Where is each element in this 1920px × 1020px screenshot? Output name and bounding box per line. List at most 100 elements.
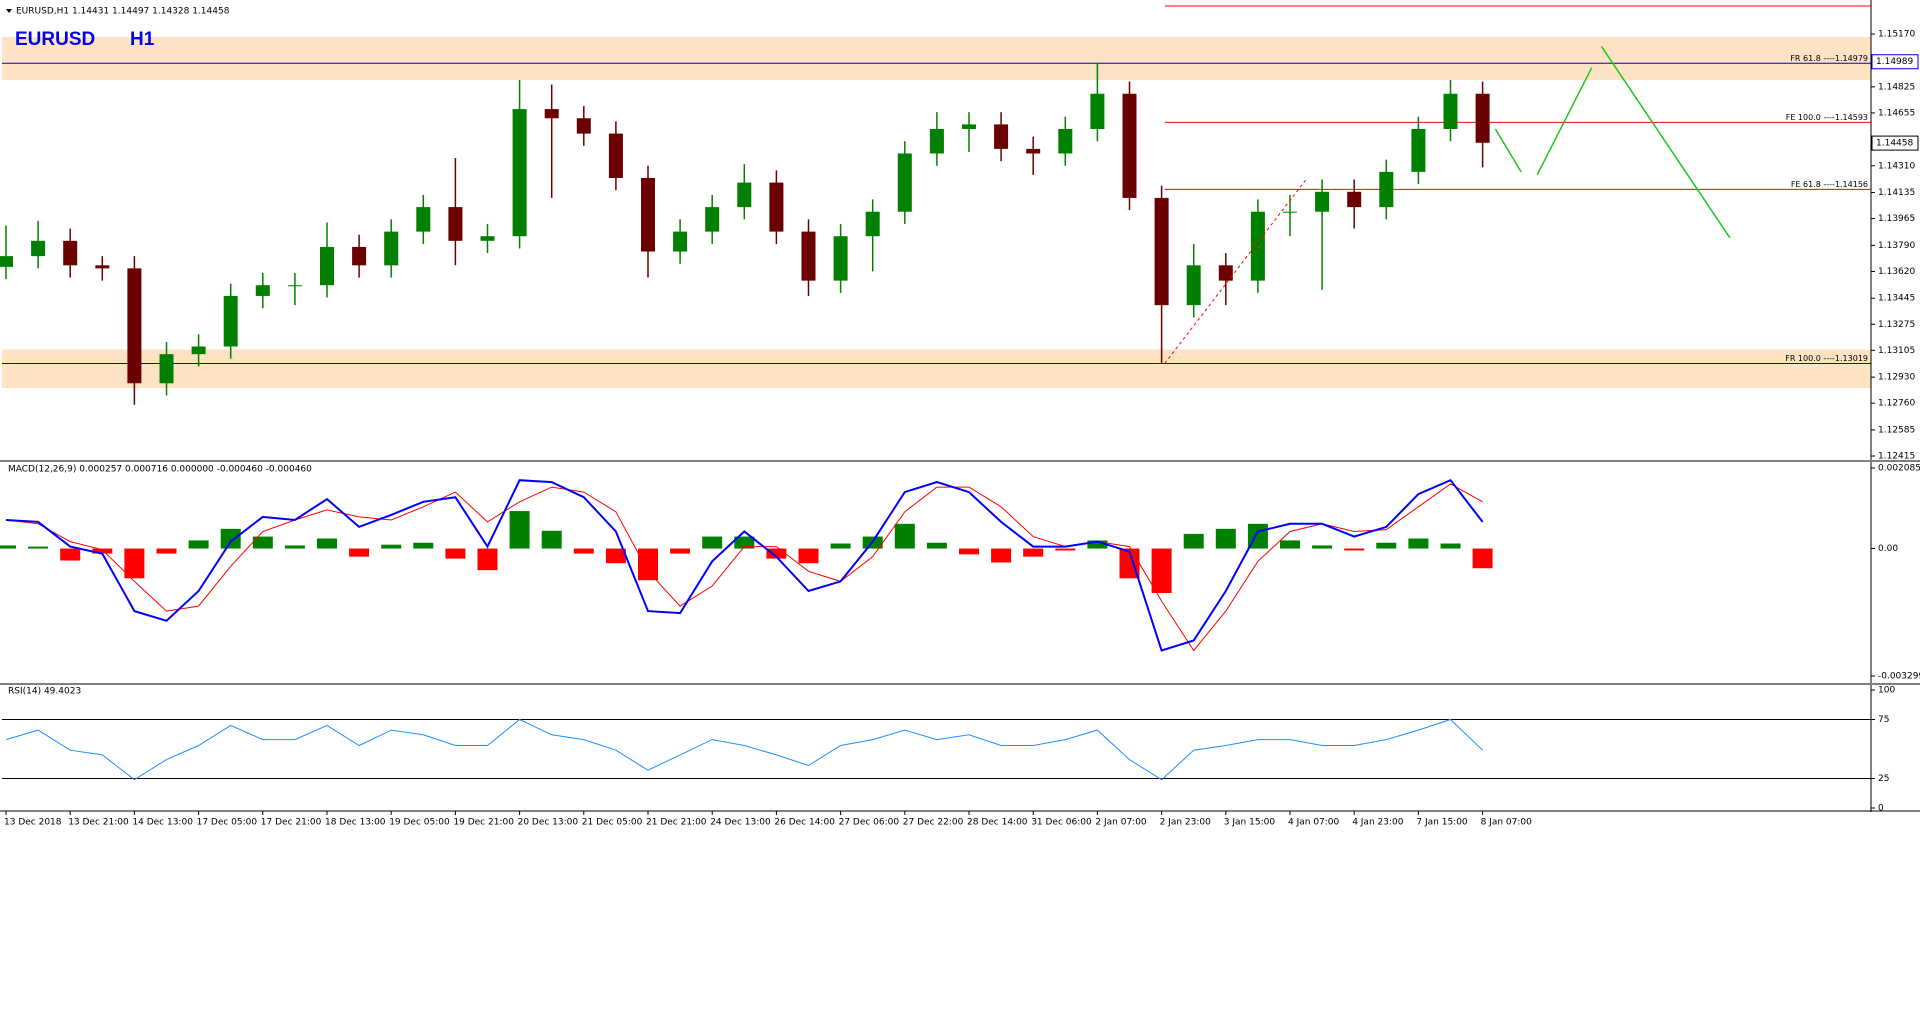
zone: [2, 349, 1871, 388]
macd-histogram-bar: [445, 548, 466, 559]
macd-histogram-bar: [1055, 548, 1076, 551]
x-tick-label: 2 Jan 23:00: [1160, 818, 1212, 828]
y-tick-label: 100: [1878, 686, 1895, 696]
x-tick-label: 7 Jan 15:00: [1416, 818, 1468, 828]
price-box-label: 1.14989: [1876, 57, 1913, 67]
candle-body: [1090, 93, 1105, 129]
x-tick-label: 21 Dec 21:00: [646, 818, 707, 828]
y-tick-label: 1.12415: [1878, 452, 1915, 462]
y-tick-label: 1.14825: [1878, 82, 1915, 92]
candle-body: [1122, 93, 1137, 198]
y-tick-label: 75: [1878, 715, 1889, 725]
macd-histogram-bar: [349, 548, 370, 557]
x-tick-label: 18 Dec 13:00: [325, 818, 386, 828]
macd-histogram-bar: [1023, 548, 1044, 557]
macd-histogram-bar: [0, 545, 16, 549]
rsi-line: [5, 718, 1483, 781]
zone: [2, 37, 1871, 80]
timeframe: H1: [130, 29, 155, 50]
macd-histogram-bar: [1215, 528, 1236, 549]
x-tick-label: 2 Jan 07:00: [1095, 818, 1147, 828]
y-tick-label: 1.13965: [1878, 214, 1915, 224]
y-tick-label: 1.13620: [1878, 267, 1915, 277]
candle-body: [608, 133, 623, 179]
macd-histogram-bar: [830, 543, 851, 549]
macd-histogram-bar: [798, 548, 819, 564]
x-tick-label: 20 Dec 13:00: [518, 818, 579, 828]
candle-body: [63, 240, 78, 266]
candle-body: [769, 182, 784, 232]
candle-body: [352, 246, 367, 266]
macd-histogram-bar: [1440, 543, 1461, 549]
projection-line: [1600, 45, 1731, 239]
menu-triangle: [6, 9, 12, 13]
macd-histogram-bar: [541, 530, 562, 549]
macd-title: MACD(12,26,9) 0.000257 0.000716 0.000000…: [8, 465, 312, 475]
macd-histogram-bar: [1344, 548, 1365, 551]
candle-body: [1411, 128, 1426, 172]
candle-body: [159, 354, 174, 384]
x-tick-label: 4 Jan 23:00: [1352, 818, 1404, 828]
candle-body: [416, 207, 431, 232]
x-tick-label: 27 Dec 06:00: [839, 818, 900, 828]
symbol: EURUSD: [15, 29, 95, 50]
y-tick-label: 1.12585: [1878, 425, 1915, 435]
x-tick-label: 21 Dec 05:00: [582, 818, 643, 828]
x-tick-label: 14 Dec 13:00: [132, 818, 193, 828]
y-tick-label: 1.13445: [1878, 294, 1915, 304]
macd-histogram-bar: [156, 548, 177, 554]
candle-body: [994, 124, 1009, 149]
y-tick-label: -0.003299: [1878, 672, 1920, 682]
candle-body: [512, 109, 527, 237]
macd-histogram-bar: [959, 548, 979, 555]
y-tick-label: 1.13275: [1878, 320, 1915, 330]
candle-body: [801, 231, 816, 281]
level-label: FE 61.8 ----1.14156: [1791, 180, 1868, 189]
macd-histogram-bar: [991, 548, 1012, 563]
macd-histogram-bar: [638, 548, 658, 581]
y-tick-label: 0: [1878, 803, 1884, 813]
x-tick-label: 17 Dec 21:00: [261, 818, 322, 828]
macd-histogram-bar: [284, 545, 305, 549]
price-box: [1871, 135, 1919, 151]
macd-histogram-bar: [1280, 540, 1300, 549]
y-tick-label: 1.14135: [1878, 188, 1915, 198]
macd-line: [5, 478, 1484, 652]
projection-line: [1536, 67, 1593, 176]
x-tick-label: 28 Dec 14:00: [967, 818, 1028, 828]
candle-body: [320, 246, 334, 286]
y-tick-label: 0.002085: [1878, 463, 1920, 473]
candle-body: [223, 295, 238, 347]
macd-histogram-bar: [734, 536, 755, 549]
candle-body: [287, 285, 302, 287]
macd-histogram-bar: [1408, 538, 1429, 549]
macd-histogram-bar: [766, 548, 787, 559]
y-tick-label: 1.12760: [1878, 399, 1915, 409]
candle-body: [480, 236, 495, 241]
fib-leg: [1164, 179, 1307, 364]
candle-body: [1250, 211, 1265, 281]
y-tick-label: 1.13105: [1878, 346, 1915, 356]
y-tick-label: 0.00: [1878, 544, 1898, 554]
x-tick-label: 24 Dec 13:00: [710, 818, 771, 828]
candle-body: [673, 231, 688, 252]
macd-histogram-bar: [1087, 540, 1108, 549]
macd-histogram-bar: [605, 548, 626, 564]
y-tick-label: 1.15170: [1878, 30, 1915, 40]
macd-histogram-bar: [188, 540, 209, 549]
macd-histogram-bar: [1183, 533, 1204, 549]
macd-histogram-bar: [670, 548, 691, 554]
x-tick-label: 26 Dec 14:00: [774, 818, 835, 828]
macd-histogram-bar: [477, 548, 498, 571]
price-box: [1871, 54, 1919, 70]
candle-body: [1347, 191, 1362, 208]
macd-histogram-bar: [702, 536, 723, 549]
macd-histogram-bar: [926, 542, 947, 549]
x-tick-label: 13 Dec 21:00: [68, 818, 129, 828]
candle-body: [255, 285, 270, 296]
macd-histogram-bar: [28, 546, 49, 549]
candle-body: [737, 182, 752, 208]
x-tick-label: 19 Dec 21:00: [453, 818, 514, 828]
